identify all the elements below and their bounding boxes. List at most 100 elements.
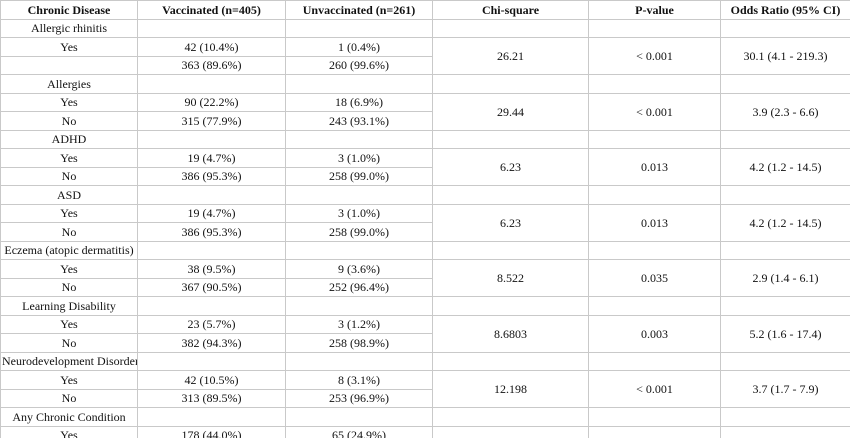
yes-no-label-cell [0, 55, 138, 75]
p-value-cell: 0.035 [588, 259, 721, 297]
table-row-category: Allergic rhinitis [0, 18, 850, 38]
vaccinated-value-cell: 38 (9.5%) [137, 259, 286, 279]
vaccinated-empty-cell [137, 351, 286, 371]
yes-no-label-cell: No [0, 388, 138, 408]
vaccinated-value-cell: 23 (5.7%) [137, 314, 286, 334]
odds-ratio-empty-cell [720, 129, 850, 149]
p-value-cell: 0.013 [588, 148, 721, 186]
chi-square-empty-cell [432, 351, 589, 371]
vaccinated-value-cell: 42 (10.4%) [137, 37, 286, 57]
header-vaccinated: Vaccinated (n=405) [137, 0, 286, 20]
vaccinated-value-cell: 363 (89.6%) [137, 55, 286, 75]
chi-square-empty-cell [432, 240, 589, 260]
vaccinated-value-cell: 178 (44.0%) [137, 425, 286, 438]
unvaccinated-value-cell: 260 (99.6%) [285, 55, 433, 75]
table-row-category: Neurodevelopment Disorder [0, 351, 850, 371]
unvaccinated-empty-cell [285, 296, 433, 316]
p-value-empty-cell [588, 240, 721, 260]
vaccinated-empty-cell [137, 296, 286, 316]
header-p-value: P-value [588, 0, 721, 20]
unvaccinated-value-cell: 65 (24.9%) [285, 425, 433, 438]
vaccinated-empty-cell [137, 185, 286, 205]
yes-no-label-cell: Yes [0, 425, 138, 438]
odds-ratio-empty-cell [720, 407, 850, 427]
vaccinated-empty-cell [137, 18, 286, 38]
p-value-cell: < 0.001 [588, 370, 721, 408]
odds-ratio-cell: 2.9 (1.4 - 6.1) [720, 259, 850, 297]
p-value-cell: 0.003 [588, 314, 721, 353]
yes-no-label-cell: Yes [0, 259, 138, 279]
vaccinated-value-cell: 386 (95.3%) [137, 166, 286, 186]
yes-no-label-cell: Yes [0, 148, 138, 168]
table-row-yes: Yes 90 (22.2%) 18 (6.9%) 29.44 < 0.001 3.9 (2… [0, 92, 850, 131]
chi-square-cell: 6.23 [432, 148, 589, 186]
yes-no-label-cell: No [0, 333, 138, 353]
unvaccinated-empty-cell [285, 18, 433, 38]
odds-ratio-cell: 5.2 (1.6 - 17.4) [720, 314, 850, 353]
unvaccinated-value-cell: 9 (3.6%) [285, 259, 433, 279]
table-row-yes: Yes 23 (5.7%) 3 (1.2%) 8.6803 0.003 5.2 (1.6 … [0, 314, 850, 353]
table-body: Allergic rhinitis Yes 42 (10.4%) 1 (0.4%) 26… [0, 18, 850, 438]
unvaccinated-empty-cell [285, 407, 433, 427]
table-row-yes: Yes 42 (10.4%) 1 (0.4%) 26.21 < 0.001 30.1 (4… [0, 37, 850, 75]
p-value-cell: < 0.001 [588, 37, 721, 75]
disease-name-cell: ASD [0, 185, 138, 205]
vaccinated-value-cell: 382 (94.3%) [137, 333, 286, 353]
unvaccinated-value-cell: 3 (1.0%) [285, 148, 433, 168]
chi-square-cell: 26.21 [432, 37, 589, 75]
unvaccinated-value-cell: 3 (1.0%) [285, 203, 433, 223]
vaccinated-value-cell: 90 (22.2%) [137, 92, 286, 112]
unvaccinated-empty-cell [285, 129, 433, 149]
chi-square-empty-cell [432, 18, 589, 38]
vaccinated-empty-cell [137, 240, 286, 260]
disease-name-cell: Any Chronic Condition [0, 407, 138, 427]
vaccinated-empty-cell [137, 407, 286, 427]
chi-square-cell: 6.23 [432, 203, 589, 242]
chi-square-empty-cell [432, 185, 589, 205]
vaccinated-value-cell: 367 (90.5%) [137, 277, 286, 297]
chi-square-empty-cell [432, 296, 589, 316]
chi-square-empty-cell [432, 407, 589, 427]
p-value-empty-cell [588, 74, 721, 94]
p-value-cell: < 0.001 [588, 425, 721, 438]
table-row-no: No 313 (89.5%) 253 (96.9%) [0, 388, 850, 408]
chi-square-cell: 8.6803 [432, 314, 589, 353]
odds-ratio-empty-cell [720, 18, 850, 38]
unvaccinated-value-cell: 253 (96.9%) [285, 388, 433, 408]
odds-ratio-cell: 3.7 (1.7 - 7.9) [720, 370, 850, 408]
table-row-no: No 386 (95.3%) 258 (99.0%) [0, 222, 850, 242]
table-row-no: No 315 (77.9%) 243 (93.1%) [0, 111, 850, 131]
unvaccinated-value-cell: 1 (0.4%) [285, 37, 433, 57]
vaccinated-value-cell: 19 (4.7%) [137, 203, 286, 223]
unvaccinated-value-cell: 18 (6.9%) [285, 92, 433, 112]
odds-ratio-cell: 2.4 (1.7 - 3.3) [720, 425, 850, 438]
table-row-yes: Yes 38 (9.5%) 9 (3.6%) 8.522 0.035 2.9 (1.4 -… [0, 259, 850, 297]
table-row-category: ASD [0, 185, 850, 205]
odds-ratio-empty-cell [720, 185, 850, 205]
chi-square-cell: 29.44 [432, 92, 589, 131]
p-value-empty-cell [588, 18, 721, 38]
p-value-empty-cell [588, 185, 721, 205]
unvaccinated-value-cell: 258 (99.0%) [285, 166, 433, 186]
p-value-cell: < 0.001 [588, 92, 721, 131]
table-header-row: Chronic Disease Vaccinated (n=405) Unvac… [0, 0, 850, 20]
disease-name-cell: Eczema (atopic dermatitis) [0, 240, 138, 260]
unvaccinated-value-cell: 258 (99.0%) [285, 222, 433, 242]
p-value-cell: 0.013 [588, 203, 721, 242]
chi-square-cell: 8.522 [432, 259, 589, 297]
table-row-category: Any Chronic Condition [0, 407, 850, 427]
vaccinated-value-cell: 386 (95.3%) [137, 222, 286, 242]
odds-ratio-empty-cell [720, 74, 850, 94]
chi-square-empty-cell [432, 74, 589, 94]
table-row-category: Learning Disability [0, 296, 850, 316]
chi-square-empty-cell [432, 129, 589, 149]
unvaccinated-value-cell: 252 (96.4%) [285, 277, 433, 297]
chi-square-cell: 12.198 [432, 370, 589, 408]
vaccinated-empty-cell [137, 74, 286, 94]
p-value-empty-cell [588, 351, 721, 371]
vaccinated-value-cell: 19 (4.7%) [137, 148, 286, 168]
table-row-no: 363 (89.6%) 260 (99.6%) [0, 55, 850, 75]
table-row-category: Eczema (atopic dermatitis) [0, 240, 850, 260]
table-row-category: Allergies [0, 74, 850, 94]
